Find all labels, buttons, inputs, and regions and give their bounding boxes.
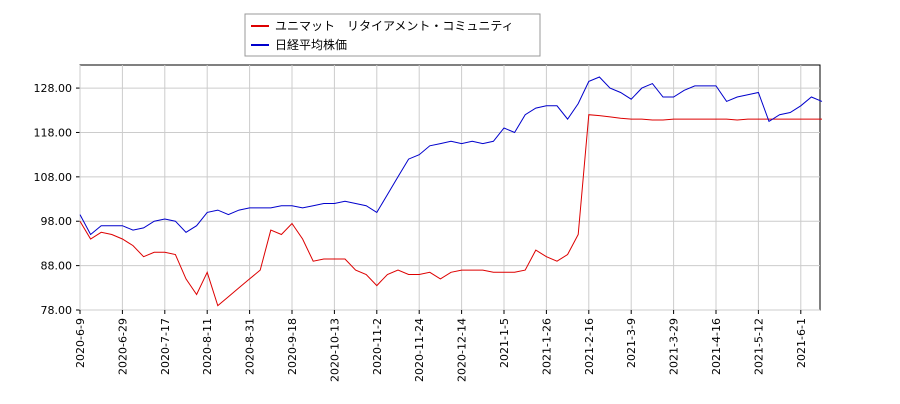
x-tick-label: 2020-6-29 (116, 318, 129, 375)
x-tick-label: 2021-3-29 (668, 318, 681, 375)
x-tick-label: 2021-2-16 (583, 318, 596, 375)
x-tick-label: 2020-10-13 (328, 318, 341, 382)
x-tick-label: 2020-7-17 (159, 318, 172, 375)
x-tick-label: 2020-8-31 (244, 318, 257, 375)
legend-label: 日経平均株価 (275, 37, 347, 52)
series-line (79, 76, 823, 236)
x-tick-label: 2020-12-14 (456, 318, 469, 382)
y-tick-label: 108.00 (34, 171, 73, 184)
x-tick-label: 2021-1-5 (498, 318, 511, 368)
x-tick-label: 2020-11-2 (371, 318, 384, 375)
x-tick-label: 2021-5-12 (752, 318, 765, 375)
series-line (79, 114, 822, 307)
x-tick-label: 2020-9-18 (286, 318, 299, 375)
x-tick-label: 2021-6-1 (795, 318, 808, 368)
x-tick-label: 2021-1-26 (540, 318, 553, 375)
legend-label: ユニマット リタイアメント・コミュニティ (275, 19, 514, 33)
y-tick-label: 128.00 (34, 82, 73, 95)
x-tick-label: 2020-11-24 (413, 318, 426, 382)
y-tick-label: 78.00 (41, 304, 73, 317)
y-tick-label: 88.00 (41, 260, 73, 273)
legend-box (244, 13, 541, 57)
y-tick-label: 98.00 (41, 215, 73, 228)
x-tick-label: 2020-8-11 (201, 318, 214, 375)
x-tick-label: 2020-6-9 (74, 318, 87, 368)
y-tick-label: 118.00 (34, 126, 73, 139)
x-tick-label: 2021-3-9 (625, 318, 638, 368)
x-tick-label: 2021-4-16 (710, 318, 723, 375)
